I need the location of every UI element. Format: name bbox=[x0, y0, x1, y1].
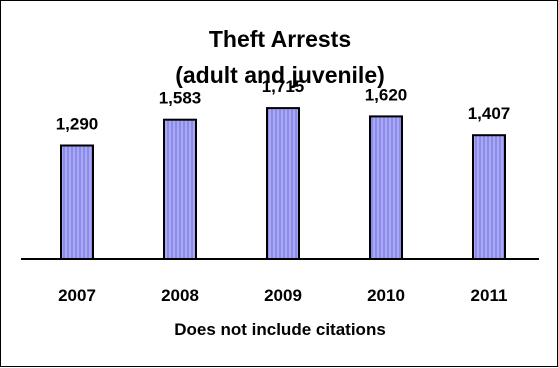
value-label-2011: 1,407 bbox=[468, 104, 511, 123]
chart-title-line-2: (adult and juvenile) bbox=[175, 62, 385, 88]
chart-title-line-1: Theft Arrests bbox=[209, 26, 351, 52]
value-label-2008: 1,583 bbox=[159, 89, 202, 108]
x-tick-label-2009: 2009 bbox=[264, 286, 302, 305]
bar-2007 bbox=[60, 144, 94, 260]
x-tick-labels-group: 2007 2008 2009 2010 2011 bbox=[58, 286, 507, 305]
bar-2011 bbox=[472, 134, 506, 260]
x-tick-label-2010: 2010 bbox=[367, 286, 405, 305]
bar-2008 bbox=[163, 118, 197, 260]
value-labels-group: 1,290 1,583 1,715 1,620 1,407 bbox=[56, 77, 511, 133]
value-label-2007: 1,290 bbox=[56, 115, 99, 134]
chart-footnote: Does not include citations bbox=[174, 320, 386, 339]
bar-2009 bbox=[266, 107, 300, 260]
x-tick-label-2011: 2011 bbox=[471, 286, 508, 305]
value-label-2010: 1,620 bbox=[365, 85, 408, 104]
bars-group bbox=[60, 107, 506, 261]
x-tick-label-2008: 2008 bbox=[161, 286, 199, 305]
x-tick-label-2007: 2007 bbox=[58, 286, 96, 305]
bar-2010 bbox=[369, 115, 403, 261]
value-label-2009: 1,715 bbox=[262, 77, 305, 96]
